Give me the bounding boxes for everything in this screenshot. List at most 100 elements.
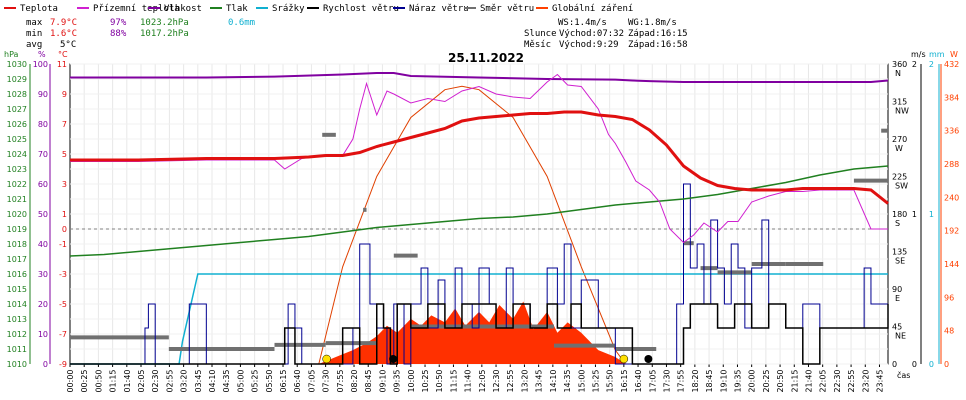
x-tick-label: 12:05 bbox=[478, 369, 487, 392]
stat-sun-label: Slunce bbox=[524, 29, 557, 39]
unit-humidity: % bbox=[38, 50, 46, 59]
legend-label-5: Rychlost větru bbox=[323, 4, 399, 14]
stat-min-label: min bbox=[26, 29, 42, 39]
solar-tick-label: 432 bbox=[944, 60, 959, 69]
temp-tick-label: 1 bbox=[62, 210, 67, 219]
pressure-tick-label: 1026 bbox=[7, 120, 27, 129]
solar-tick-label: 288 bbox=[944, 160, 959, 169]
dir-tick-name: SE bbox=[895, 257, 905, 266]
axis-units: hPa % °C m/s mm W čas bbox=[4, 50, 958, 380]
dir-tick-label: 315 bbox=[892, 98, 907, 107]
temp-tick-label: -7 bbox=[59, 330, 67, 339]
legend-label-4: Srážky bbox=[272, 4, 305, 14]
humidity-line bbox=[70, 72, 889, 83]
stat-min-hum: 88% bbox=[110, 29, 127, 39]
solar-tick-label: 96 bbox=[944, 293, 954, 302]
pressure-tick-label: 1023 bbox=[7, 165, 27, 174]
x-tick-label: 10:00 bbox=[407, 369, 416, 392]
x-tick-label: 07:05 bbox=[307, 369, 316, 392]
x-tick-label: 08:20 bbox=[350, 369, 359, 392]
plot-area bbox=[69, 72, 889, 365]
sunrise-marker bbox=[322, 354, 331, 364]
unit-solar: W bbox=[950, 50, 958, 59]
pressure-tick-label: 1030 bbox=[7, 60, 27, 69]
x-tick-label: 09:35 bbox=[393, 369, 402, 392]
solar-tick-label: 384 bbox=[944, 93, 959, 102]
x-tick-label: 04:10 bbox=[208, 369, 217, 392]
sunset-marker bbox=[619, 354, 629, 364]
x-tick-label: 13:20 bbox=[520, 369, 529, 392]
dir-tick-label: 90 bbox=[892, 285, 902, 294]
x-tick-label: 20:25 bbox=[762, 369, 771, 392]
humidity-tick-label: 80 bbox=[38, 120, 48, 129]
x-tick-label: 15:25 bbox=[591, 369, 600, 392]
unit-pressure: hPa bbox=[4, 50, 19, 59]
x-tick-label: 22:55 bbox=[847, 369, 856, 392]
x-tick-label: 19:35 bbox=[733, 369, 742, 392]
temp-tick-label: -5 bbox=[59, 300, 67, 309]
x-tick-label: 17:30 bbox=[662, 369, 671, 392]
pressure-tick-label: 1021 bbox=[7, 195, 27, 204]
solar-area bbox=[318, 301, 626, 364]
x-tick-label: 20:00 bbox=[748, 369, 757, 392]
x-tick-label: 17:55 bbox=[677, 369, 686, 392]
solar-theoretical-line bbox=[318, 85, 626, 365]
humidity-tick-label: 100 bbox=[33, 60, 48, 69]
stat-sunrise: Východ:07:32 bbox=[559, 29, 624, 39]
dir-tick-label: 45 bbox=[892, 323, 902, 332]
rain-tick-label: 2 bbox=[929, 60, 934, 69]
dir-tick-label: 270 bbox=[892, 135, 907, 144]
dir-tick-name: S bbox=[895, 219, 900, 228]
x-tick-label: 05:50 bbox=[265, 369, 274, 392]
solar-tick-label: 144 bbox=[944, 260, 959, 269]
pressure-tick-label: 1027 bbox=[7, 105, 27, 114]
x-tick-label: 21:40 bbox=[804, 369, 813, 392]
pressure-tick-label: 1028 bbox=[7, 90, 27, 99]
x-tick-label: 22:05 bbox=[819, 369, 828, 392]
x-tick-label: 22:30 bbox=[833, 369, 842, 392]
x-tick-label: 04:35 bbox=[222, 369, 231, 392]
x-tick-label: 02:55 bbox=[165, 369, 174, 392]
dir-tick-name: SW bbox=[895, 182, 908, 191]
x-tick-label: 06:15 bbox=[279, 369, 288, 392]
x-tick-label: 02:05 bbox=[137, 369, 146, 392]
x-tick-label: 19:10 bbox=[719, 369, 728, 392]
stat-avg-label: avg bbox=[26, 40, 42, 50]
x-tick-label: 18:20 bbox=[691, 369, 700, 392]
pressure-tick-label: 1020 bbox=[7, 210, 27, 219]
x-tick-label: 05:00 bbox=[236, 369, 245, 392]
dir-tick-name: W bbox=[895, 144, 903, 153]
humidity-tick-label: 60 bbox=[38, 180, 48, 189]
temperature-line bbox=[70, 110, 889, 205]
humidity-tick-label: 50 bbox=[38, 210, 48, 219]
solar-tick-label: 48 bbox=[944, 327, 954, 336]
pressure-tick-label: 1017 bbox=[7, 255, 27, 264]
stat-ws: WS:1.4m/s bbox=[558, 18, 607, 28]
x-tick-label: 02:30 bbox=[151, 369, 160, 392]
pressure-tick-label: 1012 bbox=[7, 330, 27, 339]
solar-tick-label: 336 bbox=[944, 127, 959, 136]
pressure-tick-label: 1011 bbox=[7, 345, 27, 354]
dir-tick-label: 360 bbox=[892, 60, 907, 69]
dir-tick-name: NE bbox=[895, 332, 906, 341]
x-tick-label: 01:40 bbox=[123, 369, 132, 392]
x-tick-label: 18:45 bbox=[705, 369, 714, 392]
temp-tick-label: 3 bbox=[62, 180, 67, 189]
legend-label-3: Tlak bbox=[226, 4, 248, 14]
x-tick-label: 14:35 bbox=[563, 369, 572, 392]
dir-tick-name: N bbox=[895, 69, 901, 78]
x-axis-label: čas bbox=[897, 370, 910, 380]
humidity-tick-label: 10 bbox=[38, 330, 48, 339]
temp-tick-label: 7 bbox=[62, 120, 67, 129]
pressure-tick-label: 1022 bbox=[7, 180, 27, 189]
x-tick-label: 10:50 bbox=[435, 369, 444, 392]
stat-max-hum: 97% bbox=[110, 18, 127, 28]
stat-max-temp: 7.9°C bbox=[50, 18, 77, 28]
unit-rain: mm bbox=[929, 50, 945, 59]
pressure-tick-label: 1015 bbox=[7, 285, 27, 294]
stats-block: max 7.9°C 97% 1023.2hPa 0.6mm min 1.6°C … bbox=[26, 18, 688, 50]
stat-min-press: 1017.2hPa bbox=[140, 29, 189, 39]
x-tick-label: 14:10 bbox=[549, 369, 558, 392]
